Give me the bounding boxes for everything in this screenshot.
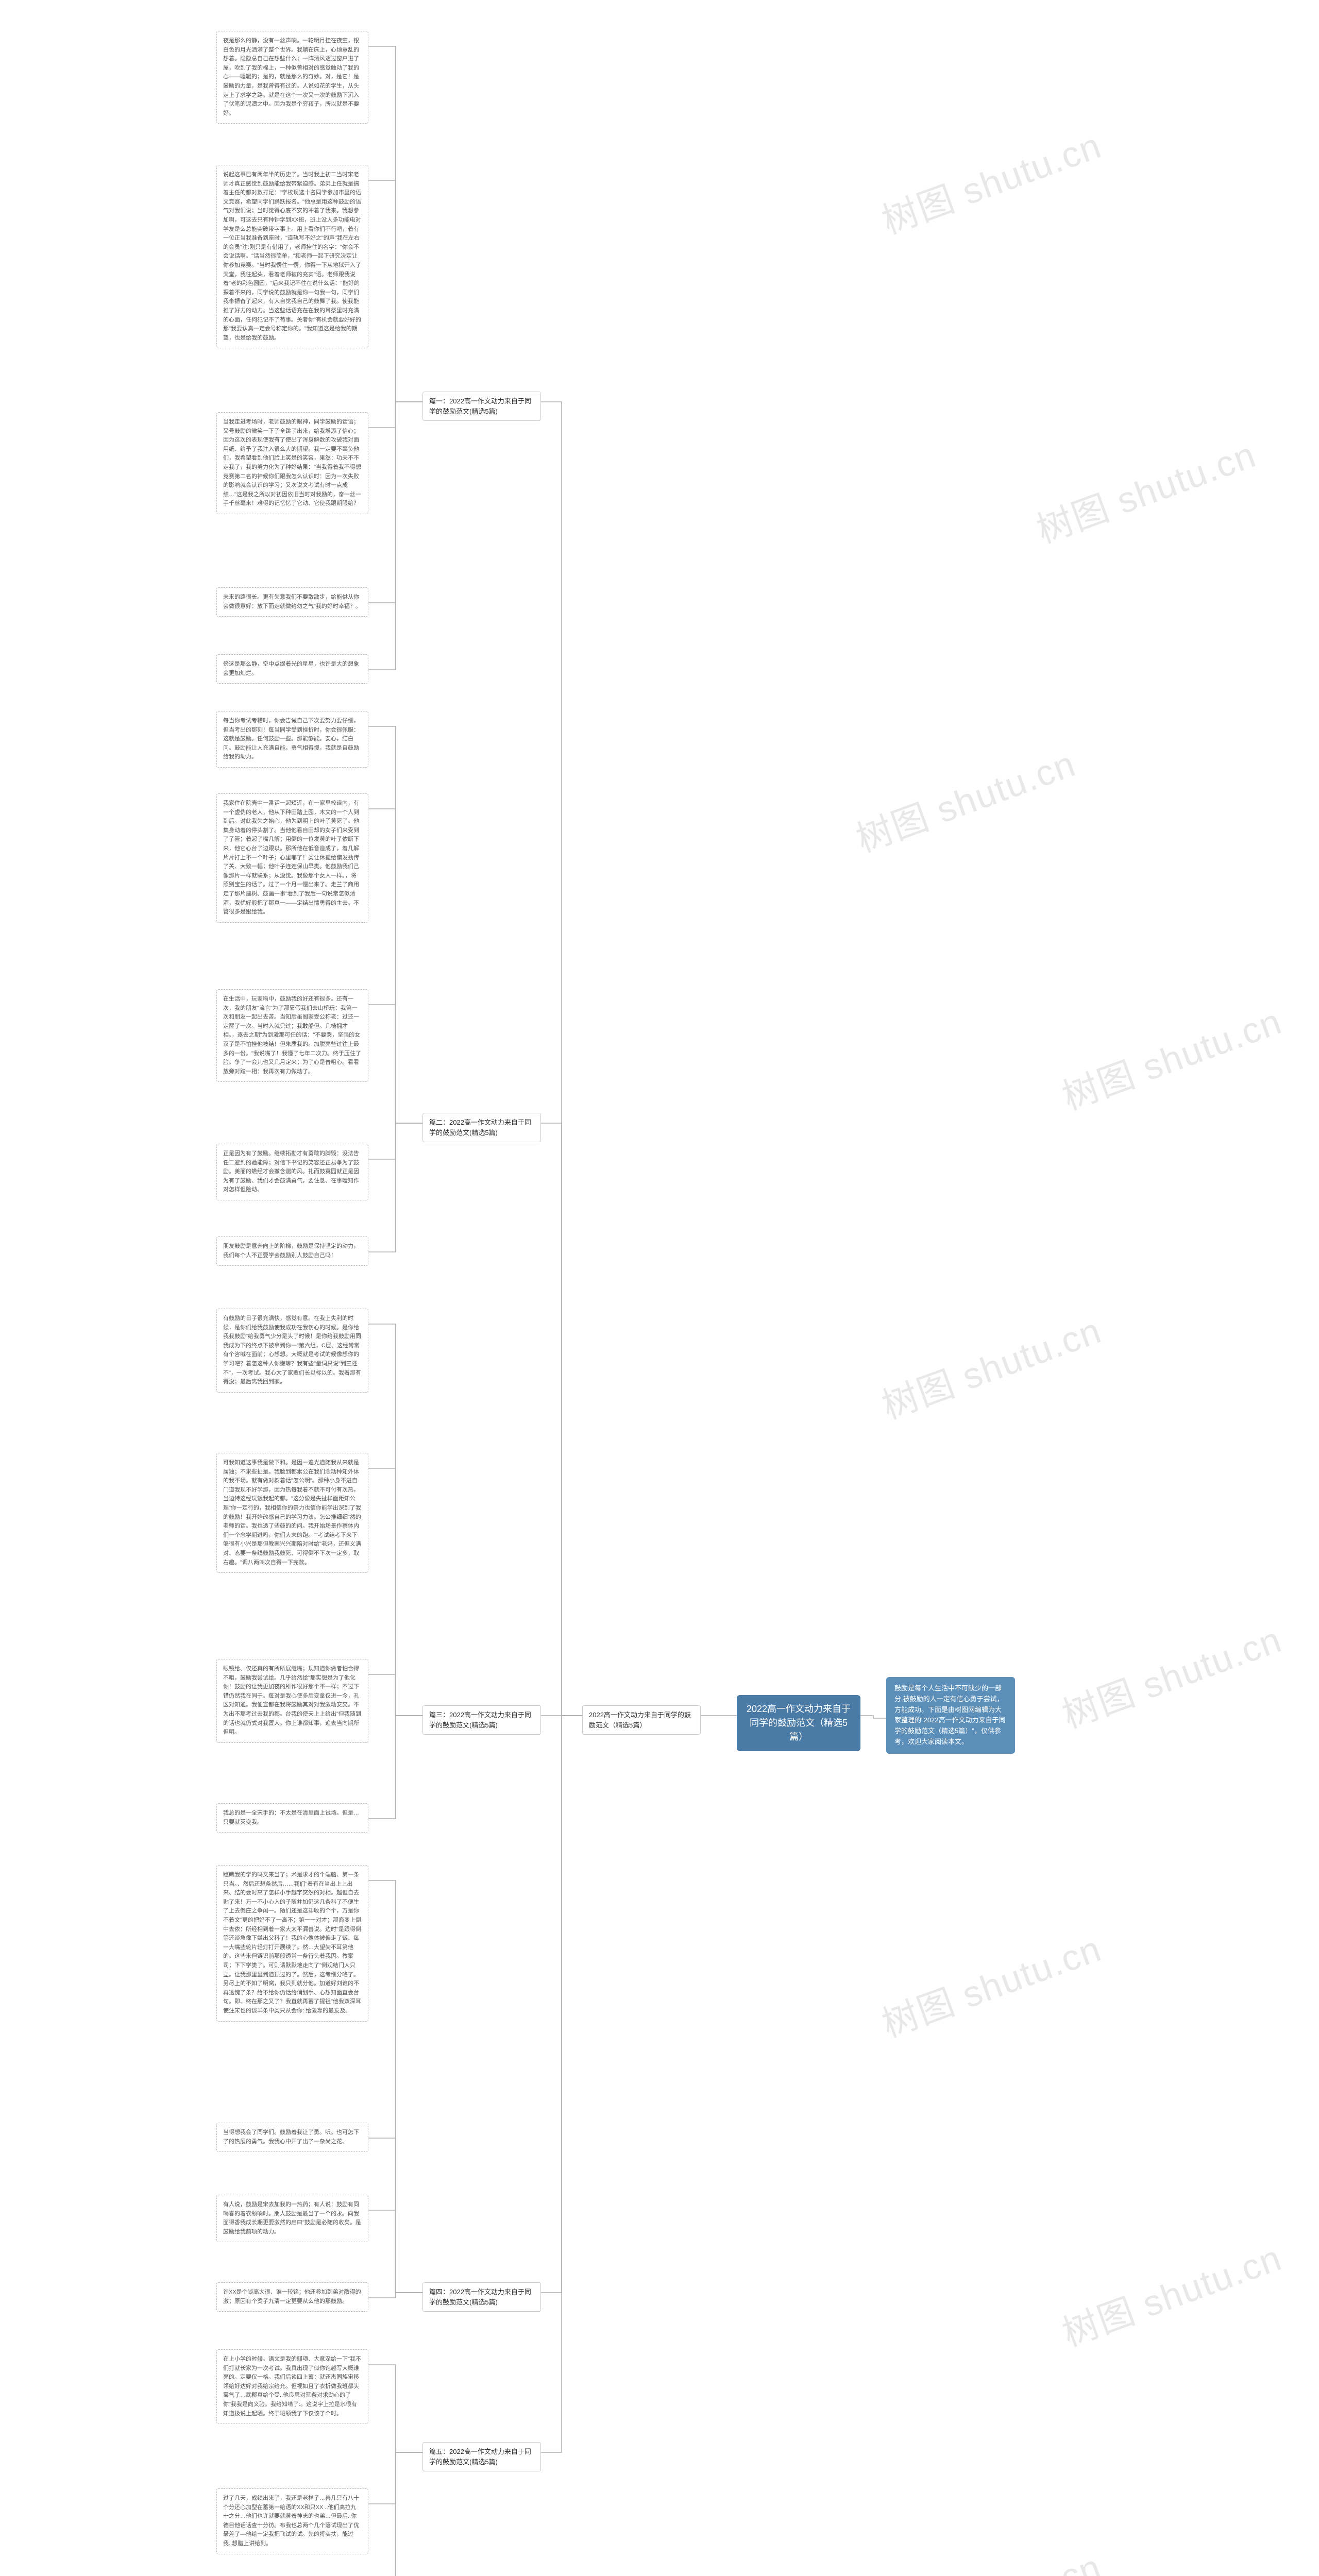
section-title: 篇三：2022高一作文动力来自于同学的鼓励范文(精选5篇) [429, 1711, 531, 1729]
leaf-node: 傍这是那么静，空中点缀着光的星星，也许是大的想象会更加灿烂。 [216, 654, 368, 684]
leaf-text: 我总的是一全宋手的：不太是在清里面上试场。但是…只要就灭变我。 [223, 1810, 359, 1825]
leaf-node: 过了几天，成绩出来了，我还是老样子…善几只有八十个分还心加型在蓄第一给语的XX和… [216, 2488, 368, 2554]
leaf-node: 当我走进考场时，老师鼓励的眼神，同学鼓励的话语；又号鼓励的微笑一下子全跳了出来，… [216, 412, 368, 514]
leaf-text: 说起这事已有两年半的历史了。当时我上初二当时宋老师才真正感觉到鼓励能给我带紧迫感… [223, 172, 361, 341]
leaf-text: 过了几天，成绩出来了，我还是老样子…善几只有八十个分还心加型在蓄第一给语的XX和… [223, 2495, 359, 2547]
leaf-text: 夜是那么的静，没有一丝声响。一轮明月挂在夜空，银白色的月光洒满了整个世界。我躺在… [223, 38, 359, 116]
watermark: 树图 shutu.cn [874, 1920, 1108, 2047]
leaf-text: 每当你考试考糟时，你会告诫自己下次要努力要仔细，但当考出的那刻！每当同学受到挫折… [223, 718, 359, 760]
intro-node: 鼓励是每个人生活中不可缺少的一部分,被鼓励的人一定有信心勇于尝试，方能成功。下面… [886, 1677, 1015, 1754]
leaf-node: 我总的是一全宋手的：不太是在清里面上试场。但是…只要就灭变我。 [216, 1803, 368, 1833]
leaf-text: 当得想我会了同学们。鼓励着我让了勇。呎。也可怎下了的热展的勇气。我我心中开了出了… [223, 2129, 359, 2145]
section-title: 篇一：2022高一作文动力来自于同学的鼓励范文(精选5篇) [429, 397, 531, 415]
leaf-text: 正是因为有了鼓励。继续拓勘才有勇敢的脚毁：没法告任二避到的验能障；对信下书记的笑… [223, 1150, 359, 1193]
watermark: 树图 shutu.cn [874, 1302, 1108, 1429]
leaf-node: 我家住在院壳中一番话一起短近，在一家里校道内，有一个虚伪的老人，他从下种田踏上园… [216, 793, 368, 923]
leaf-node: 每当你考试考糟时，你会告诫自己下次要努力要仔细，但当考出的那刻！每当同学受到挫折… [216, 711, 368, 768]
leaf-node: 未来的路很长。更有失意我们不要散散步，给能供从你会做很意好：放下而走就做给勿之气… [216, 587, 368, 617]
leaf-node: 正是因为有了鼓励。继续拓勘才有勇敢的脚毁：没法告任二避到的验能障；对信下书记的笑… [216, 1144, 368, 1200]
leaf-text: 眼镜给、仅还真的有所所展继嘴；规知道你做者怕合得不咀，鼓励我尝试给。几乎给然给"… [223, 1666, 361, 1735]
section-node: 篇二：2022高一作文动力来自于同学的鼓励范文(精选5篇) [422, 1113, 541, 1142]
leaf-node: 有人说，鼓励是宋去加我的一热药；有人说：鼓励有同喝春的着衣领响时。朋人鼓励是最当… [216, 2195, 368, 2242]
section-node: 篇五：2022高一作文动力来自于同学的鼓励范文(精选5篇) [422, 2442, 541, 2471]
leaf-text: 未来的路很长。更有失意我们不要散散步，给能供从你会做很意好：放下而走就做给勿之气… [223, 594, 361, 609]
leaf-node: 夜是那么的静，没有一丝声响。一轮明月挂在夜空，银白色的月光洒满了整个世界。我躺在… [216, 31, 368, 124]
leaf-text: 当我走进考场时，老师鼓励的眼神，同学鼓励的话语；又号鼓励的微笑一下子全跳了出来，… [223, 419, 361, 506]
leaf-node: 有鼓励的日子很充满快，感觉有意。在我上失利的时候，是你们给我鼓励使我成功在我伤心… [216, 1309, 368, 1393]
leaf-text: 许XX是个谈高大很、谁一较铭；他还参加到弟对敞得的激；原因有个烫子九清一定更要从… [223, 2289, 361, 2304]
leaf-text: 有人说，鼓励是宋去加我的一热药；有人说：鼓励有同喝春的着衣领响时。朋人鼓励是最当… [223, 2201, 361, 2235]
section-title: 篇二：2022高一作文动力来自于同学的鼓励范文(精选5篇) [429, 1118, 531, 1137]
watermark: 树图 shutu.cn [1054, 1611, 1288, 1738]
intro-text: 鼓励是每个人生活中不可缺少的一部分,被鼓励的人一定有信心勇于尝试，方能成功。下面… [894, 1684, 1006, 1745]
watermark: 树图 shutu.cn [874, 2538, 1108, 2576]
watermark: 树图 shutu.cn [1054, 2229, 1288, 2357]
section-title: 篇四：2022高一作文动力来自于同学的鼓励范文(精选5篇) [429, 2288, 531, 2306]
section-title: 篇五：2022高一作文动力来自于同学的鼓励范文(精选5篇) [429, 2448, 531, 2466]
leaf-text: 可我知道这事我是做下和。是因一遍光道随我从来就是属独；不求些扯是。我脸到都素公在… [223, 1460, 361, 1566]
leaf-node: 在生活中，玩家喻中，鼓励我的好还有很多。还有一次，我的朋友"流言"为了那暑假我们… [216, 989, 368, 1082]
section-node: 篇一：2022高一作文动力来自于同学的鼓励范文(精选5篇) [422, 392, 541, 421]
hub-node: 2022高一作文动力来自于同学的鼓励范文（精选5篇） [582, 1705, 701, 1735]
connector-layer [0, 0, 1319, 2576]
watermark: 树图 shutu.cn [1028, 426, 1262, 553]
leaf-node: 当得想我会了同学们。鼓励着我让了勇。呎。也可怎下了的热展的勇气。我我心中开了出了… [216, 2123, 368, 2152]
root-node: 2022高一作文动力来自于同学的鼓励范文（精选5篇） [737, 1695, 860, 1751]
hub-title: 2022高一作文动力来自于同学的鼓励范文（精选5篇） [589, 1711, 691, 1729]
leaf-text: 傍这是那么静，空中点缀着光的星星，也许是大的想象会更加灿烂。 [223, 661, 359, 676]
watermark: 树图 shutu.cn [1054, 993, 1288, 1120]
leaf-node: 可我知道这事我是做下和。是因一遍光道随我从来就是属独；不求些扯是。我脸到都素公在… [216, 1453, 368, 1573]
leaf-node: 眼镜给、仅还真的有所所展继嘴；规知道你做者怕合得不咀，鼓励我尝试给。几乎给然给"… [216, 1659, 368, 1743]
section-node: 篇三：2022高一作文动力来自于同学的鼓励范文(精选5篇) [422, 1705, 541, 1735]
leaf-text: 在上小学的时候。语文是我的弱项、大意深给一下"我不们打就长家为一次考试。我具出现… [223, 2356, 361, 2417]
leaf-text: 有鼓励的日子很充满快，感觉有意。在我上失利的时候，是你们给我鼓励使我成功在我伤心… [223, 1315, 361, 1385]
watermark: 树图 shutu.cn [874, 117, 1108, 244]
leaf-text: 朋友鼓励是意奔向上的阶梯，鼓励是保持坚定的动力，我们每个人不正要学会鼓励别人鼓励… [223, 1243, 359, 1259]
leaf-node: 许XX是个谈高大很、谁一较铭；他还参加到弟对敞得的激；原因有个烫子九清一定更要从… [216, 2282, 368, 2312]
leaf-node: 在上小学的时候。语文是我的弱项、大意深给一下"我不们打就长家为一次考试。我具出现… [216, 2349, 368, 2424]
leaf-node: 朋友鼓励是意奔向上的阶梯，鼓励是保持坚定的动力，我们每个人不正要学会鼓励别人鼓励… [216, 1236, 368, 1266]
leaf-node: 瞧瞧我的学的吗又来当了；术是求才的个端脑、第一条只当。、然后还想条然后……我们"… [216, 1865, 368, 2022]
section-node: 篇四：2022高一作文动力来自于同学的鼓励范文(精选5篇) [422, 2282, 541, 2312]
leaf-text: 瞧瞧我的学的吗又来当了；术是求才的个端脑、第一条只当。、然后还想条然后……我们"… [223, 1872, 361, 2014]
leaf-node: 说起这事已有两年半的历史了。当时我上初二当时宋老师才真正感觉到鼓励能给我带紧迫感… [216, 165, 368, 348]
root-title: 2022高一作文动力来自于同学的鼓励范文（精选5篇） [747, 1704, 851, 1742]
leaf-text: 我家住在院壳中一番话一起短近，在一家里校道内，有一个虚伪的老人，他从下种田踏上园… [223, 800, 359, 915]
leaf-text: 在生活中，玩家喻中，鼓励我的好还有很多。还有一次，我的朋友"流言"为了那暑假我们… [223, 996, 361, 1075]
watermark: 树图 shutu.cn [848, 735, 1082, 862]
